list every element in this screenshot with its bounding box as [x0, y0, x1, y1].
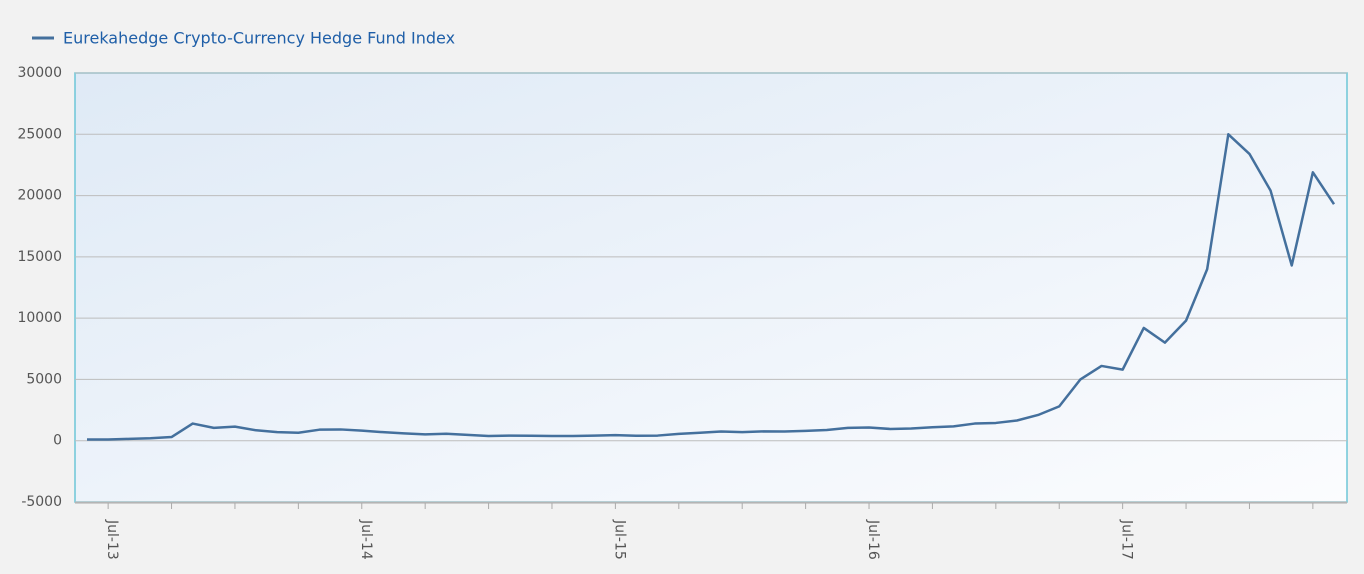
x-tick-label: Jul-15: [611, 519, 627, 560]
y-tick-label: 15000: [17, 249, 62, 265]
x-tick-label: Jul-13: [104, 519, 120, 560]
y-tick-label: 30000: [17, 65, 62, 81]
x-tick-label: Jul-17: [1119, 519, 1135, 560]
y-tick-label: 5000: [26, 371, 62, 387]
x-tick-label: Jul-16: [865, 519, 881, 560]
legend-label[interactable]: Eurekahedge Crypto-Currency Hedge Fund I…: [63, 29, 455, 48]
data-line: [87, 133, 1336, 441]
x-tick-label: Jul-14: [358, 519, 374, 560]
y-tick-label: 25000: [17, 126, 62, 142]
y-tick-label: 0: [53, 433, 62, 449]
plot-area: [74, 72, 1348, 503]
y-tick-label: 10000: [17, 310, 62, 326]
y-tick-label: -5000: [21, 494, 62, 510]
y-tick-label: 20000: [17, 188, 62, 204]
